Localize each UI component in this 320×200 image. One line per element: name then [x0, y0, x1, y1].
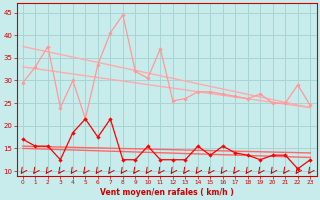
- X-axis label: Vent moyen/en rafales ( km/h ): Vent moyen/en rafales ( km/h ): [100, 188, 234, 197]
